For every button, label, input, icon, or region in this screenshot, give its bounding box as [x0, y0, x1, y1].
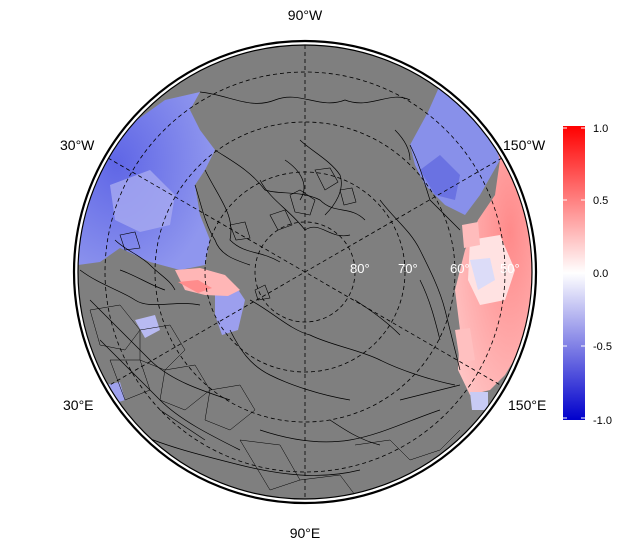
barents-blue-patch [215, 285, 245, 335]
japan-blue-patch [470, 392, 488, 410]
lon-label-30e: 30°E [63, 397, 94, 413]
map-frame-inner [77, 44, 533, 500]
colorbar-label-neg-0-5: -0.5 [593, 341, 612, 353]
lat-label-70: 70° [398, 261, 418, 276]
coastlines [79, 91, 461, 476]
borders [89, 304, 461, 496]
arctic-islands [119, 167, 357, 301]
longitude-labels: 90°W 30°W 150°W 30°E 150°E 90°E [60, 7, 546, 541]
lat-label-80: 80° [350, 261, 370, 276]
map-disk [72, 39, 538, 505]
lon-label-90w: 90°W [288, 7, 323, 23]
colorbar-gradient [563, 126, 585, 420]
colorbar-label-0-0: 0.0 [593, 268, 608, 280]
lon-label-150e: 150°E [508, 397, 546, 413]
lon-label-30w: 30°W [60, 137, 95, 153]
okhotsk-pink-patch [455, 328, 475, 362]
kara-positive-core [178, 280, 212, 293]
colorbar-label-neg-1-0: -1.0 [593, 415, 612, 427]
lat-label-50: 50° [500, 261, 520, 276]
lat-label-60: 60° [450, 261, 470, 276]
pacific-bluish-patch [470, 258, 495, 290]
colorbar-label-0-5: 0.5 [593, 195, 608, 207]
colorbar: 1.0 0.5 0.0 -0.5 -1.0 [563, 123, 612, 427]
chukchi-pink-patch [462, 222, 480, 248]
atlantic-light-patch [110, 170, 175, 232]
lon-label-150w: 150°W [503, 137, 546, 153]
meridian-150w-30e [107, 157, 503, 387]
latitude-labels: 80° 70° 60° 50° [350, 261, 520, 276]
norwegian-blue-patch [135, 315, 160, 338]
lat-circle-50 [104, 71, 506, 473]
bering-negative-core [420, 155, 460, 200]
lat-circle-80 [254, 221, 356, 323]
map-frame-outer [72, 39, 538, 505]
colorbar-ticks [563, 127, 585, 419]
colorbar-label-1-0: 1.0 [593, 123, 608, 135]
lat-circle-60 [154, 121, 456, 423]
graticule [104, 45, 506, 499]
lon-label-90e: 90°E [290, 525, 321, 541]
